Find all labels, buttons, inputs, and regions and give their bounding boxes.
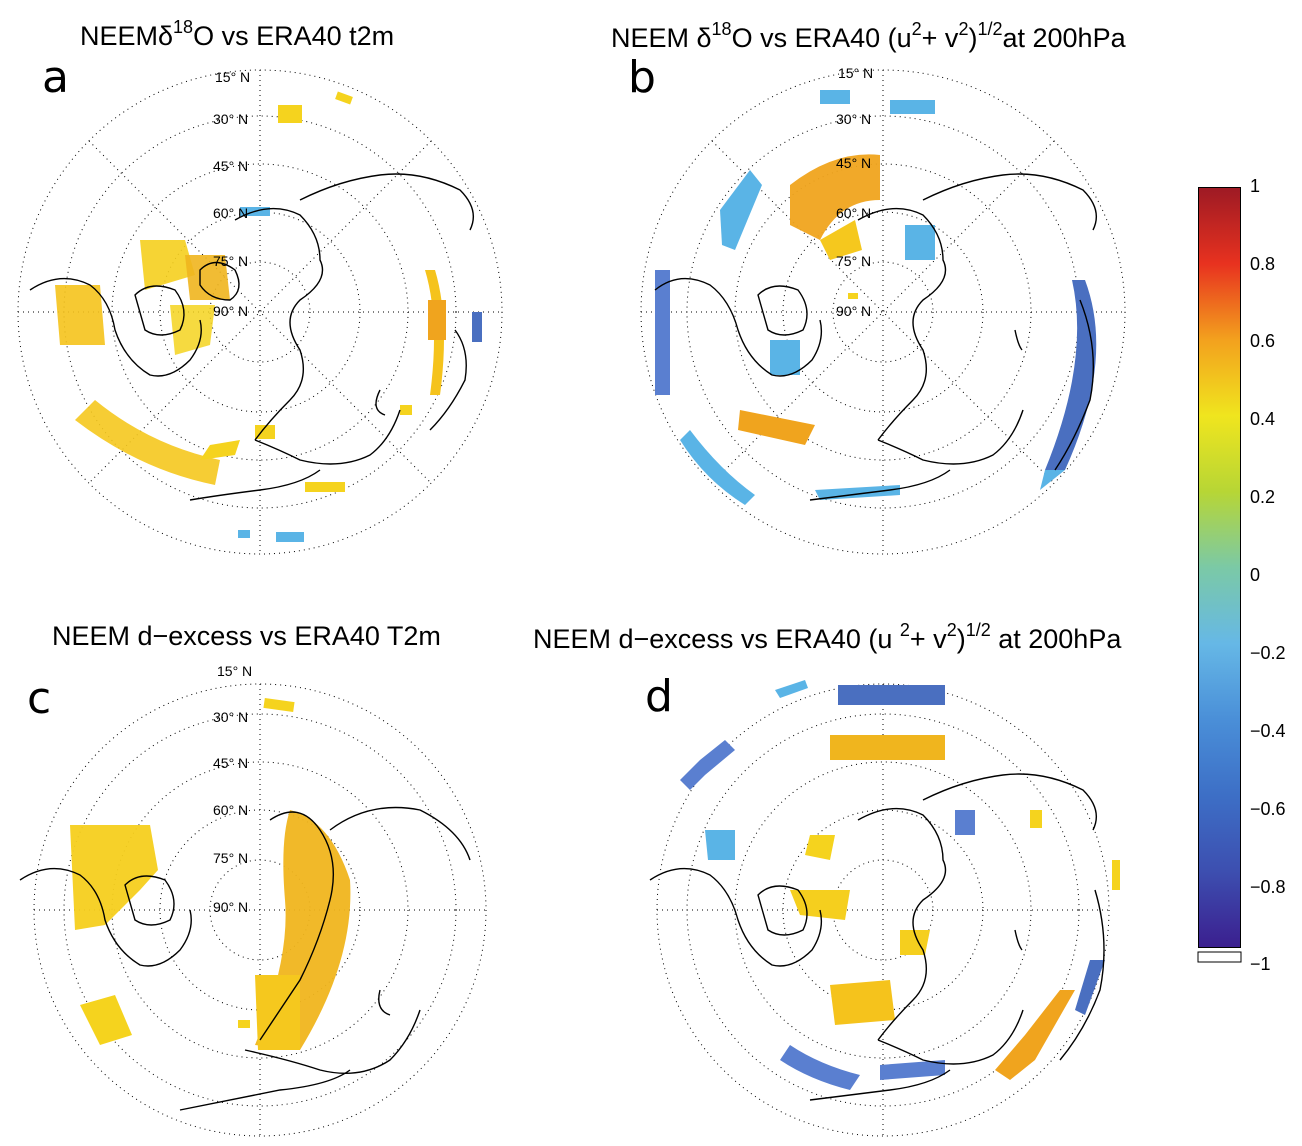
colorbar-tick: −0.2 [1250, 643, 1286, 663]
panel-letter-b: b [628, 52, 656, 103]
panel-b-patches [655, 90, 1097, 505]
panel-c-lat-labels: 15° N 30° N 45° N 60° N 75° N 90° N [213, 663, 252, 915]
svg-text:90° N: 90° N [213, 303, 248, 319]
title-text: ) [956, 624, 966, 654]
svg-text:15° N: 15° N [838, 65, 873, 81]
panel-c-title: NEEM d−excess vs ERA40 T2m [52, 621, 441, 651]
colorbar-tick: −0.4 [1250, 721, 1286, 741]
svg-text:15° N: 15° N [215, 69, 250, 85]
colorbar-tick: 0.8 [1250, 254, 1276, 274]
title-text: O vs ERA40 t2m [193, 21, 395, 51]
svg-text:45° N: 45° N [836, 155, 871, 171]
title-text: NEEM d−excess vs ERA40 (u [533, 624, 900, 654]
title-text: at 200hPa [1002, 23, 1126, 53]
svg-text:15° N: 15° N [217, 663, 252, 679]
superscript: 18 [173, 17, 194, 37]
colorbar-tick: 0.6 [1250, 331, 1276, 351]
colorbar-tick: 0.4 [1250, 409, 1276, 429]
panel-b-map: 15° N 30° N 45° N 60° N 75° N 90° N [640, 65, 1126, 555]
panel-a-lat-labels: 15° N 30° N 45° N 60° N 75° N 90° N [213, 69, 250, 319]
superscript: 1/2 [977, 19, 1003, 39]
svg-text:45° N: 45° N [213, 755, 248, 771]
panel-a-title: NEEMδ18O vs ERA40 t2m [80, 18, 394, 50]
svg-text:60° N: 60° N [213, 802, 248, 818]
panel-d-map [649, 680, 1120, 1137]
svg-text:30° N: 30° N [213, 709, 248, 725]
panel-b-lat-labels: 15° N 30° N 45° N 60° N 75° N 90° N [836, 65, 873, 319]
colorbar-tick: −0.6 [1250, 799, 1286, 819]
panel-d-title: NEEM d−excess vs ERA40 (u 2+ v2)1/2 at 2… [533, 621, 1121, 653]
panel-b-coastlines [654, 173, 1097, 501]
superscript: 2 [899, 620, 910, 640]
panel-b-title: NEEM δ18O vs ERA40 (u2+ v2)1/2at 200hPa [611, 20, 1126, 52]
title-text: + v [921, 23, 959, 53]
colorbar-tick: 0.2 [1250, 487, 1276, 507]
colorbar-fill [1199, 188, 1240, 947]
svg-text:90° N: 90° N [213, 899, 248, 915]
svg-text:30° N: 30° N [213, 111, 248, 127]
title-text: ) [968, 23, 978, 53]
panel-b-graticule [640, 69, 1126, 555]
delta-symbol: δ [158, 21, 174, 51]
svg-text:75° N: 75° N [836, 253, 871, 269]
panel-d-patches [680, 680, 1120, 1090]
svg-text:90° N: 90° N [836, 303, 871, 319]
panel-a-patches [55, 91, 482, 542]
svg-text:30° N: 30° N [836, 111, 871, 127]
colorbar [1198, 187, 1241, 948]
title-text: NEEM [80, 21, 159, 51]
panel-a-map: 15° N 30° N 45° N 60° N 75° N 90° N [17, 69, 503, 555]
delta-symbol: δ [696, 23, 712, 53]
colorbar-tick: 0 [1250, 565, 1261, 585]
superscript: 2 [958, 19, 969, 39]
panel-c-patches [70, 697, 351, 1050]
svg-text:60° N: 60° N [213, 205, 248, 221]
svg-text:60° N: 60° N [836, 205, 871, 221]
title-text: at 200hPa [990, 624, 1122, 654]
svg-text:75° N: 75° N [213, 850, 248, 866]
svg-text:45° N: 45° N [213, 158, 248, 174]
svg-text:75° N: 75° N [213, 253, 248, 269]
panel-c-map: 15° N 30° N 45° N 60° N 75° N 90° N [19, 663, 487, 1137]
title-text: O vs ERA40 (u [731, 23, 912, 53]
panel-letter-a: a [42, 52, 69, 103]
title-text: NEEM [611, 23, 697, 53]
superscript: 2 [946, 620, 957, 640]
title-text: + v [909, 624, 947, 654]
superscript: 1/2 [965, 620, 991, 640]
colorbar-tick: −1 [1250, 954, 1271, 974]
superscript: 2 [911, 19, 922, 39]
panel-letter-c: c [27, 673, 52, 724]
superscript: 18 [711, 19, 732, 39]
colorbar-tick: −0.8 [1250, 877, 1286, 897]
panel-c-coastlines [19, 806, 471, 1111]
panel-a-coastlines [29, 173, 474, 501]
panel-letter-d: d [645, 671, 673, 722]
colorbar-tick: 1 [1250, 176, 1261, 196]
colorbar-bottom-tick [1197, 951, 1242, 963]
panel-d-coastlines [649, 773, 1105, 1101]
